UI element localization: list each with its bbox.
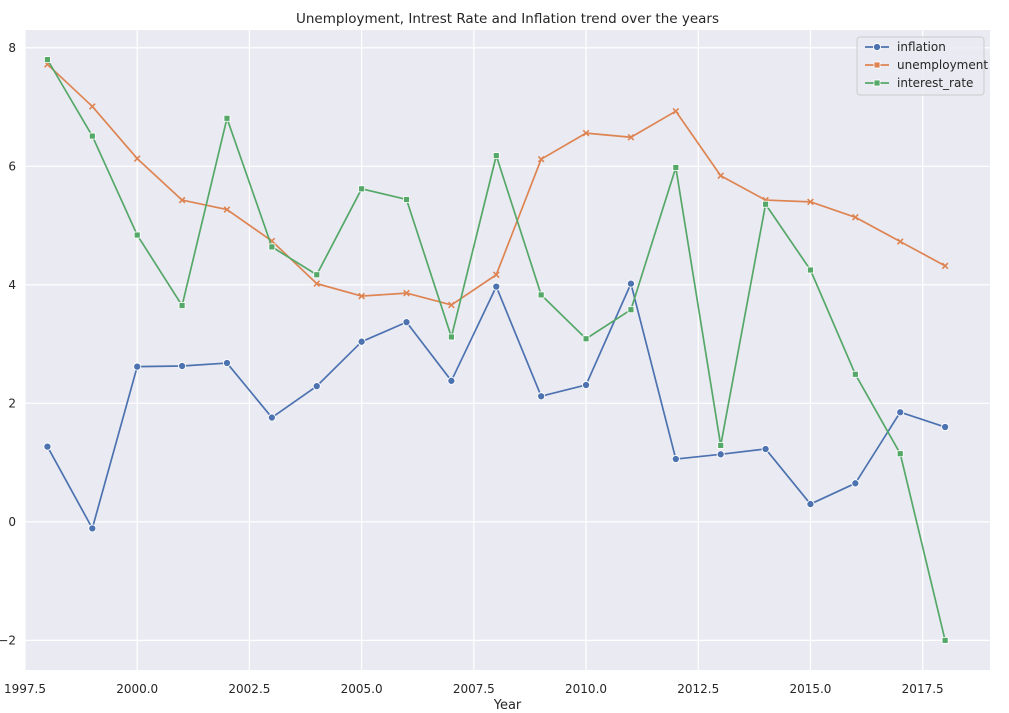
series-interest-rate — [44, 56, 949, 644]
data-point — [178, 196, 186, 204]
x-tick-label: 2000.0 — [116, 682, 158, 696]
data-point — [851, 213, 859, 221]
y-tick-label: 0 — [8, 515, 16, 529]
y-tick-label: 8 — [8, 41, 16, 55]
data-point — [312, 382, 321, 391]
data-point — [222, 358, 232, 368]
x-tick-label: 1997.5 — [4, 682, 46, 696]
series-layer — [43, 56, 950, 644]
data-point — [44, 56, 51, 64]
data-point — [88, 103, 96, 110]
data-point — [671, 454, 680, 464]
data-point — [537, 155, 545, 163]
data-point — [626, 279, 635, 288]
legend-marker — [872, 42, 882, 52]
x-tick-label: 2002.5 — [228, 682, 270, 696]
data-point — [448, 301, 455, 309]
data-point — [492, 152, 500, 160]
tick-labels: 1997.5 2000.0 2002.5 2005.0 2007.5 2010.0 2012… — [0, 41, 944, 696]
data-point — [267, 413, 276, 422]
data-point — [896, 450, 904, 458]
data-point — [537, 291, 545, 299]
data-point — [717, 172, 725, 180]
data-point — [582, 335, 590, 343]
data-point — [941, 262, 949, 270]
legend: inflation unemployment interest_rate — [856, 36, 988, 96]
data-point — [537, 392, 546, 401]
data-point — [851, 479, 860, 488]
data-point — [358, 185, 366, 193]
data-point — [492, 271, 500, 279]
x-tick-label: 2012.5 — [677, 682, 719, 696]
data-point — [178, 361, 187, 371]
data-point — [896, 408, 905, 417]
data-point — [223, 206, 231, 213]
data-point — [717, 442, 725, 449]
data-point — [268, 243, 276, 251]
legend-label: inflation — [897, 40, 946, 54]
data-point — [807, 266, 814, 274]
data-point — [313, 271, 321, 279]
data-point — [492, 282, 501, 291]
series-inflation — [43, 279, 950, 533]
data-point — [806, 500, 815, 509]
data-point — [447, 333, 455, 341]
y-tick-label: 6 — [8, 159, 16, 173]
data-point — [133, 362, 142, 371]
data-point — [133, 231, 141, 239]
data-point — [43, 442, 52, 451]
x-tick-label: 2015.0 — [789, 682, 831, 696]
x-tick-label: 2005.0 — [341, 682, 383, 696]
data-point — [358, 292, 365, 300]
y-tick-label: −2 — [0, 633, 16, 647]
legend-marker — [873, 61, 881, 69]
data-point — [581, 380, 591, 390]
legend-label: unemployment — [897, 58, 988, 72]
data-point — [761, 444, 770, 454]
data-point — [762, 200, 769, 208]
chart-title: Unemployment, Intrest Rate and Inflation… — [296, 11, 719, 27]
data-point — [941, 636, 949, 644]
data-point — [627, 133, 635, 141]
data-point — [582, 129, 590, 137]
data-point — [133, 155, 141, 162]
data-point — [88, 132, 96, 140]
data-point — [851, 370, 859, 378]
data-point — [403, 289, 410, 297]
data-point — [357, 337, 366, 346]
legend-marker — [873, 79, 881, 87]
x-tick-label: 2017.5 — [902, 682, 944, 696]
plot-area — [25, 30, 990, 670]
y-tick-label: 2 — [8, 396, 16, 410]
data-point — [402, 318, 411, 327]
data-point — [627, 306, 635, 314]
legend-item: unemployment — [865, 58, 988, 72]
legend-item: inflation — [865, 40, 946, 54]
data-point — [178, 302, 186, 309]
legend-box — [856, 36, 985, 96]
x-tick-label: 2010.0 — [565, 682, 607, 696]
data-point — [941, 422, 950, 432]
data-point — [223, 114, 231, 122]
legend-item: interest_rate — [865, 76, 973, 90]
data-point — [896, 238, 904, 245]
data-point — [716, 450, 725, 459]
series-unemployment — [44, 61, 949, 309]
data-point — [88, 524, 97, 533]
x-axis-title: Year — [493, 698, 522, 713]
x-tick-label: 2007.5 — [453, 682, 495, 696]
data-point — [807, 198, 814, 206]
data-point — [403, 196, 410, 203]
data-point — [447, 376, 456, 385]
legend-label: interest_rate — [897, 76, 973, 90]
data-point — [672, 107, 680, 115]
y-tick-label: 4 — [8, 278, 16, 292]
data-point — [672, 164, 680, 171]
grid-lines — [24, 30, 990, 670]
data-point — [313, 280, 321, 287]
